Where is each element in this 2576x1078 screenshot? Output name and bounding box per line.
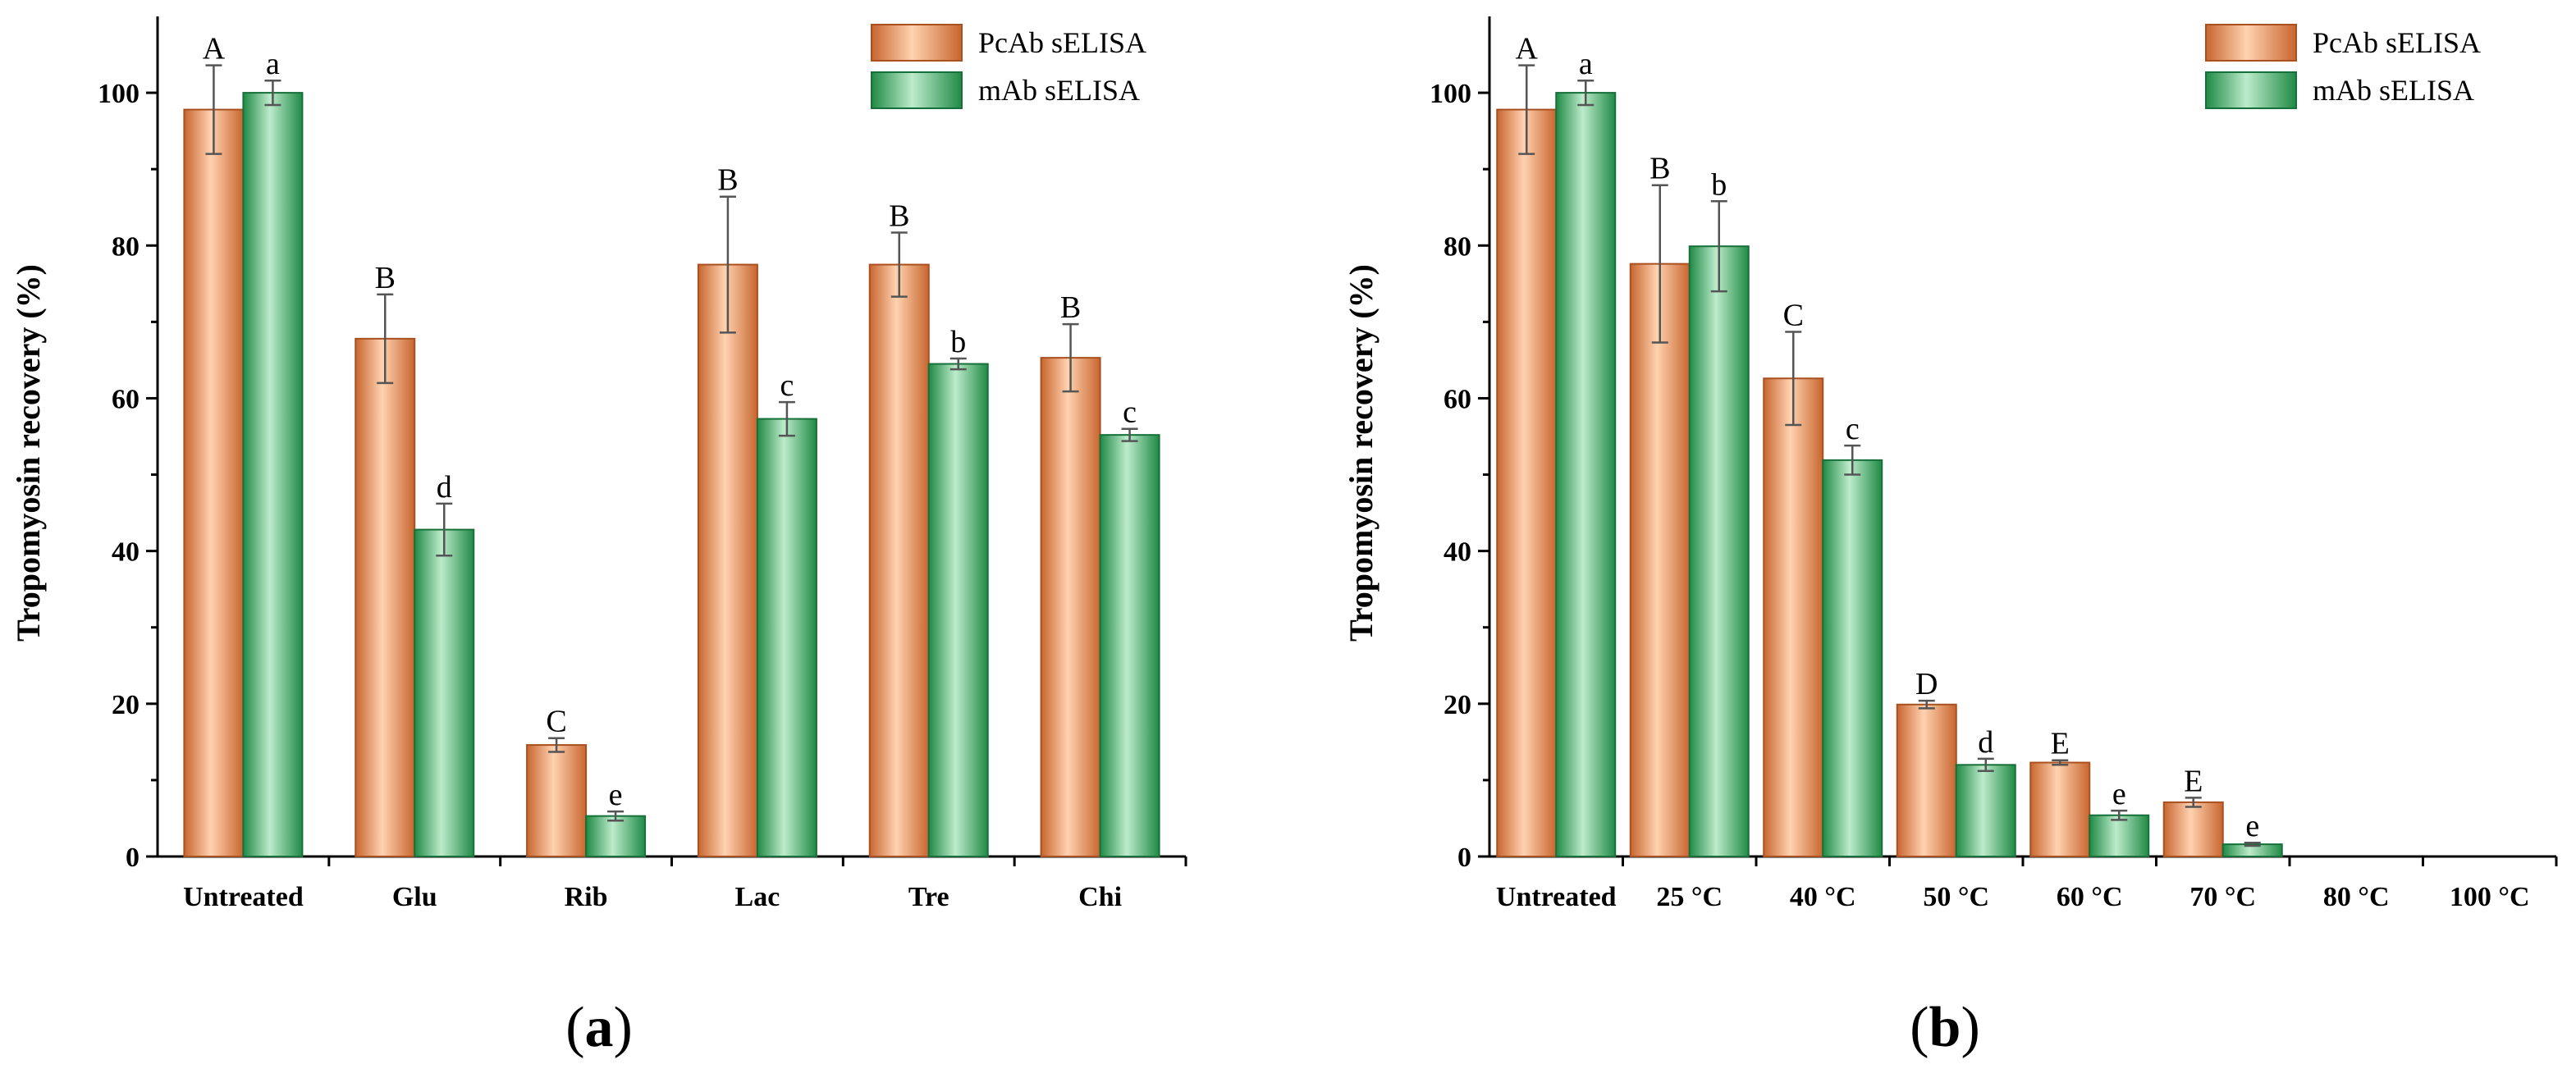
x-tick-label: Untreated (1496, 882, 1617, 912)
y-tick-label: 60 (112, 384, 140, 414)
bar (697, 263, 758, 857)
significance-letter: e (2112, 777, 2126, 811)
panel-b-chart: 0 20 40 60 80 100 Tropomyosin recovery (%) Untr… (1343, 16, 2558, 1059)
panel-label: (a) (565, 996, 633, 1059)
significance-letter: e (609, 778, 623, 812)
x-tick-label: Chi (1078, 882, 1122, 912)
significance-letter: a (1579, 47, 1593, 81)
x-tick-label: Untreated (183, 882, 304, 912)
significance-letter: c (1123, 395, 1137, 430)
significance-letter: C (546, 705, 566, 739)
significance-letter: e (2245, 809, 2259, 843)
significance-letter: a (266, 47, 280, 81)
legend-label: PcAb sELISA (978, 26, 1146, 59)
y-tick-label: 0 (1457, 843, 1471, 873)
bar (1763, 377, 1824, 857)
significance-letter: A (1516, 32, 1539, 66)
bar (1099, 434, 1160, 857)
x-tick-label: 60 °C (2057, 882, 2123, 912)
significance-letter: b (1711, 167, 1727, 202)
x-tick-label: Lac (735, 882, 780, 912)
x-tick-label: 50 °C (1923, 882, 1989, 912)
bar (355, 337, 416, 857)
x-tick-label: 40 °C (1790, 882, 1856, 912)
x-tick-label: Tre (908, 882, 949, 912)
significance-letter: B (717, 163, 738, 198)
significance-letter: B (375, 261, 396, 295)
significance-letter: d (437, 470, 452, 505)
significance-letter: b (950, 325, 966, 359)
bar (868, 263, 930, 857)
bar (414, 528, 475, 857)
y-tick-label: 100 (1430, 79, 1471, 109)
x-tick-label: 100 °C (2450, 882, 2530, 912)
significance-letter: c (780, 368, 794, 403)
bar (1822, 459, 1883, 857)
bar (183, 108, 245, 857)
significance-letter: c (1846, 412, 1860, 446)
y-tick-label: 80 (1444, 231, 1471, 262)
legend-label: mAb sELISA (2313, 74, 2474, 107)
bar (1040, 357, 1101, 857)
panel-label-close: ) (1961, 996, 1979, 1059)
bar (1496, 108, 1558, 857)
bar (927, 363, 989, 857)
y-axis-label: Tropomyosin recovery (%) (1343, 264, 1380, 642)
bar (2089, 814, 2150, 857)
x-tick-label: Glu (392, 882, 437, 912)
legend-swatch (2205, 24, 2297, 62)
y-axis-label: Tropomyosin recovery (%) (10, 264, 47, 642)
legend-swatch (871, 71, 963, 109)
y-tick-label: 100 (98, 79, 140, 109)
panel-label-open: ( (1910, 996, 1929, 1059)
x-tick-label: 80 °C (2323, 882, 2390, 912)
bar (242, 92, 304, 858)
bar (1896, 703, 1957, 857)
panel-label-letter: b (1929, 996, 1961, 1059)
significance-letter: B (1060, 290, 1081, 325)
significance-letter: d (1978, 725, 1993, 760)
x-tick-label: 70 °C (2189, 882, 2256, 912)
legend-swatch (871, 24, 963, 62)
panel-label-letter: a (585, 996, 614, 1059)
bar (2029, 761, 2091, 857)
significance-letter: D (1915, 667, 1938, 701)
panel-label-close: ) (614, 996, 633, 1059)
bar (1629, 263, 1691, 857)
bar (1688, 245, 1750, 858)
y-tick-label: 60 (1444, 384, 1471, 414)
panel-a-chart: 0 20 40 60 80 100 Tropomyosin recovery (%) Untr… (10, 16, 1187, 1059)
significance-letter: C (1783, 298, 1804, 332)
bar (526, 744, 588, 857)
y-tick-label: 0 (126, 843, 140, 873)
y-tick-label: 40 (1444, 537, 1471, 568)
legend-label: mAb sELISA (978, 74, 1140, 107)
bar (756, 418, 817, 857)
x-tick-label: Rib (565, 882, 608, 912)
bar (2162, 801, 2224, 857)
significance-letter: B (1649, 152, 1670, 186)
significance-letter: E (2051, 727, 2070, 761)
significance-letter: A (203, 32, 226, 66)
legend-label: PcAb sELISA (2313, 26, 2481, 59)
bar (1555, 92, 1617, 858)
panel-label: (b) (1910, 996, 1980, 1059)
y-tick-label: 20 (1444, 690, 1471, 720)
panel-label-open: ( (565, 996, 584, 1059)
y-tick-label: 20 (112, 690, 140, 720)
y-tick-label: 80 (112, 231, 140, 262)
bar (1955, 764, 2016, 857)
significance-letter: E (2184, 764, 2203, 798)
bar (585, 815, 647, 857)
x-tick-label: 25 °C (1656, 882, 1723, 912)
y-tick-label: 40 (112, 537, 140, 568)
significance-letter: B (889, 199, 909, 233)
legend-swatch (2205, 71, 2297, 109)
